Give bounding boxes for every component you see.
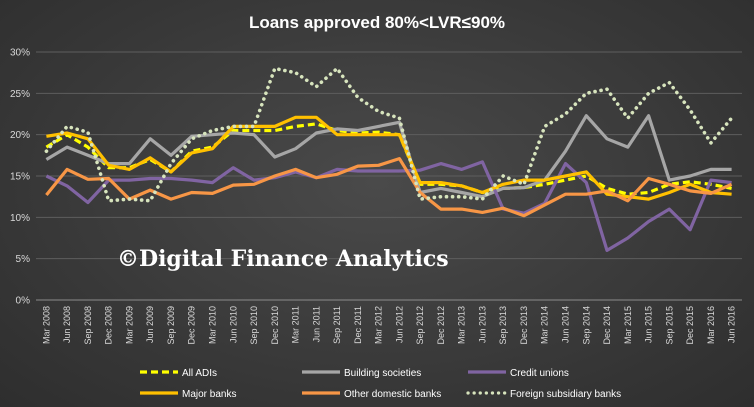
chart-title: Loans approved 80%<LVR≤90% [249, 13, 505, 32]
x-tick-label: Sep 2011 [332, 306, 342, 344]
series-line-5 [44, 66, 734, 203]
series-line-4 [45, 157, 733, 218]
y-tick-label: 10% [10, 213, 30, 224]
x-tick-label: Mar 2016 [706, 306, 716, 344]
y-tick-label: 30% [10, 48, 30, 59]
x-tick-label: Jun 2012 [394, 306, 404, 343]
legend-label-0: All ADIs [182, 368, 217, 379]
x-tick-label: Mar 2009 [124, 306, 134, 344]
x-tick-label: Dec 2012 [436, 306, 446, 345]
series-lines [44, 66, 734, 252]
x-tick-label: Dec 2013 [519, 306, 529, 345]
legend: All ADIs Building societies Credit unions M… [140, 368, 621, 400]
x-tick-label: Dec 2008 [104, 306, 114, 345]
x-tick-label: Jun 2013 [477, 306, 487, 343]
series-line-1 [45, 114, 732, 199]
x-tick-label: Dec 2010 [270, 306, 280, 345]
x-tick-label: Jun 2008 [62, 306, 72, 343]
y-tick-label: 15% [10, 172, 30, 183]
x-tick-label: Sep 2008 [83, 306, 93, 345]
x-axis-ticks: Mar 2008 Jun 2008 Sep 2008 Dec 2008 Mar 2009… [41, 306, 736, 345]
x-tick-label: Mar 2012 [374, 306, 384, 344]
x-tick-label: Dec 2011 [353, 306, 363, 344]
x-tick-label: Jun 2016 [727, 306, 737, 343]
x-tick-label: Jun 2014 [561, 306, 571, 343]
x-tick-label: Sep 2012 [415, 306, 425, 345]
x-tick-label: Mar 2015 [623, 306, 633, 344]
x-tick-label: Jun 2015 [644, 306, 654, 343]
y-tick-label: 5% [16, 254, 31, 265]
x-tick-label: Mar 2013 [457, 306, 467, 344]
y-axis-ticks: 0% 5% 10% 15% 20% 25% 30% [10, 48, 30, 307]
legend-label-4: Other domestic banks [344, 389, 441, 400]
x-tick-label: Jun 2009 [145, 306, 155, 343]
legend-label-2: Credit unions [510, 368, 569, 379]
x-tick-label: Jun 2010 [228, 306, 238, 343]
y-tick-label: 20% [10, 130, 30, 141]
y-tick-label: 0% [16, 296, 31, 307]
watermark: ©Digital Finance Analytics [117, 246, 449, 272]
x-tick-label: Mar 2014 [540, 306, 550, 344]
x-tick-label: Mar 2008 [41, 306, 51, 344]
x-tick-label: Sep 2014 [581, 306, 591, 345]
y-tick-label: 25% [10, 89, 30, 100]
x-tick-label: Sep 2009 [166, 306, 176, 345]
legend-label-3: Major banks [182, 389, 236, 400]
legend-label-5: Foreign subsidiary banks [510, 389, 621, 400]
x-tick-label: Dec 2015 [685, 306, 695, 345]
series-line-2 [45, 160, 732, 252]
legend-label-1: Building societies [344, 368, 421, 379]
x-tick-label: Sep 2013 [498, 306, 508, 345]
x-tick-label: Mar 2011 [291, 306, 301, 343]
x-tick-label: Mar 2010 [208, 306, 218, 344]
x-tick-label: Dec 2014 [602, 306, 612, 345]
series-line-3 [46, 115, 732, 201]
x-tick-label: Sep 2015 [664, 306, 674, 345]
x-tick-label: Jun 2011 [311, 306, 321, 342]
x-tick-label: Dec 2009 [187, 306, 197, 345]
x-tick-label: Sep 2010 [249, 306, 259, 345]
